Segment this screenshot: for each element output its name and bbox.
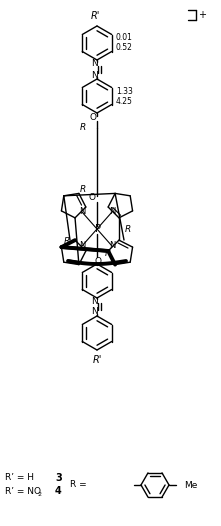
Text: R: R (80, 123, 86, 132)
Text: R: R (80, 186, 86, 195)
Text: R: R (105, 249, 111, 258)
Text: R: R (125, 225, 131, 234)
Text: N: N (91, 308, 97, 317)
Text: N: N (91, 59, 97, 68)
Text: N: N (109, 207, 115, 217)
Text: P: P (95, 224, 101, 234)
Text: 4.25: 4.25 (116, 96, 133, 106)
Text: 0.01: 0.01 (116, 34, 133, 43)
Text: N: N (109, 241, 115, 250)
Text: R’ = H: R’ = H (5, 473, 34, 482)
Text: N: N (79, 207, 85, 217)
Text: R': R' (90, 11, 100, 21)
Text: R': R' (92, 355, 102, 365)
Text: 2: 2 (37, 491, 41, 497)
Text: N: N (91, 297, 97, 306)
Text: 3: 3 (55, 473, 62, 483)
Text: Me: Me (184, 480, 197, 490)
Text: R’ = NO: R’ = NO (5, 487, 41, 495)
Text: 1.33: 1.33 (116, 86, 133, 96)
Text: 4: 4 (55, 486, 62, 496)
Text: R =: R = (70, 480, 87, 489)
Text: O: O (88, 194, 95, 203)
Text: N: N (91, 70, 97, 79)
Text: O: O (90, 114, 97, 123)
Text: N: N (79, 241, 85, 250)
Text: +: + (198, 10, 206, 20)
Text: O: O (95, 258, 101, 267)
Text: R: R (64, 237, 70, 246)
Text: 0.52: 0.52 (116, 44, 133, 53)
